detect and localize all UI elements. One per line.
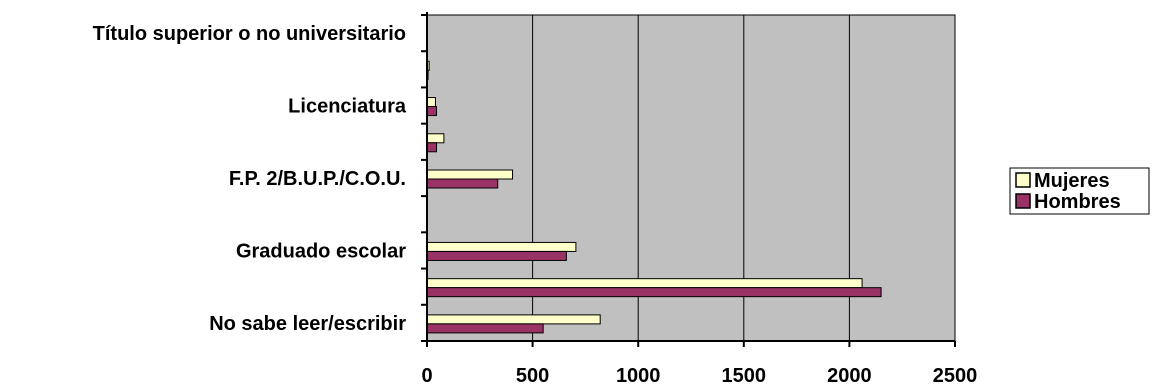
- bar-hombres: [426, 287, 882, 298]
- bar-mujeres: [426, 133, 445, 144]
- bar-hombres: [426, 250, 567, 261]
- category-labels: No sabe leer/escribir Graduado escolar F.P…: [93, 23, 407, 335]
- x-tick-label: 1500: [722, 365, 767, 387]
- axes: [421, 12, 956, 347]
- x-tick-label: 1000: [616, 365, 661, 387]
- bar-mujeres: [426, 241, 577, 252]
- bars: [426, 60, 882, 334]
- x-tick-label: 0: [421, 365, 432, 387]
- bar-hombres: [426, 178, 499, 189]
- bar-mujeres: [426, 169, 514, 180]
- x-tick-label: 500: [516, 365, 549, 387]
- category-label: Título superior o no universitario: [93, 23, 406, 45]
- x-tick-labels: 0 500 1000 1500 2000 2500: [421, 365, 977, 387]
- category-label: No sabe leer/escribir: [209, 313, 406, 335]
- legend-swatch-mujeres: [1015, 172, 1031, 188]
- legend-swatch-hombres: [1015, 193, 1031, 209]
- x-tick-label: 2500: [933, 365, 978, 387]
- bar-mujeres: [426, 278, 863, 289]
- category-label: F.P. 2/B.U.P./C.O.U.: [229, 168, 406, 190]
- category-label: Licenciatura: [288, 96, 407, 118]
- bar-hombres: [426, 106, 438, 117]
- bar-hombres: [426, 142, 438, 153]
- legend-label-mujeres: Mujeres: [1034, 170, 1110, 192]
- bar-mujeres: [426, 97, 436, 108]
- legend-box: [1009, 167, 1150, 215]
- category-label: Graduado escolar: [236, 240, 406, 262]
- legend-label-hombres: Hombres: [1034, 191, 1121, 213]
- bar-mujeres: [426, 314, 601, 325]
- x-tick-label: 2000: [827, 365, 872, 387]
- bar-hombres: [426, 323, 544, 334]
